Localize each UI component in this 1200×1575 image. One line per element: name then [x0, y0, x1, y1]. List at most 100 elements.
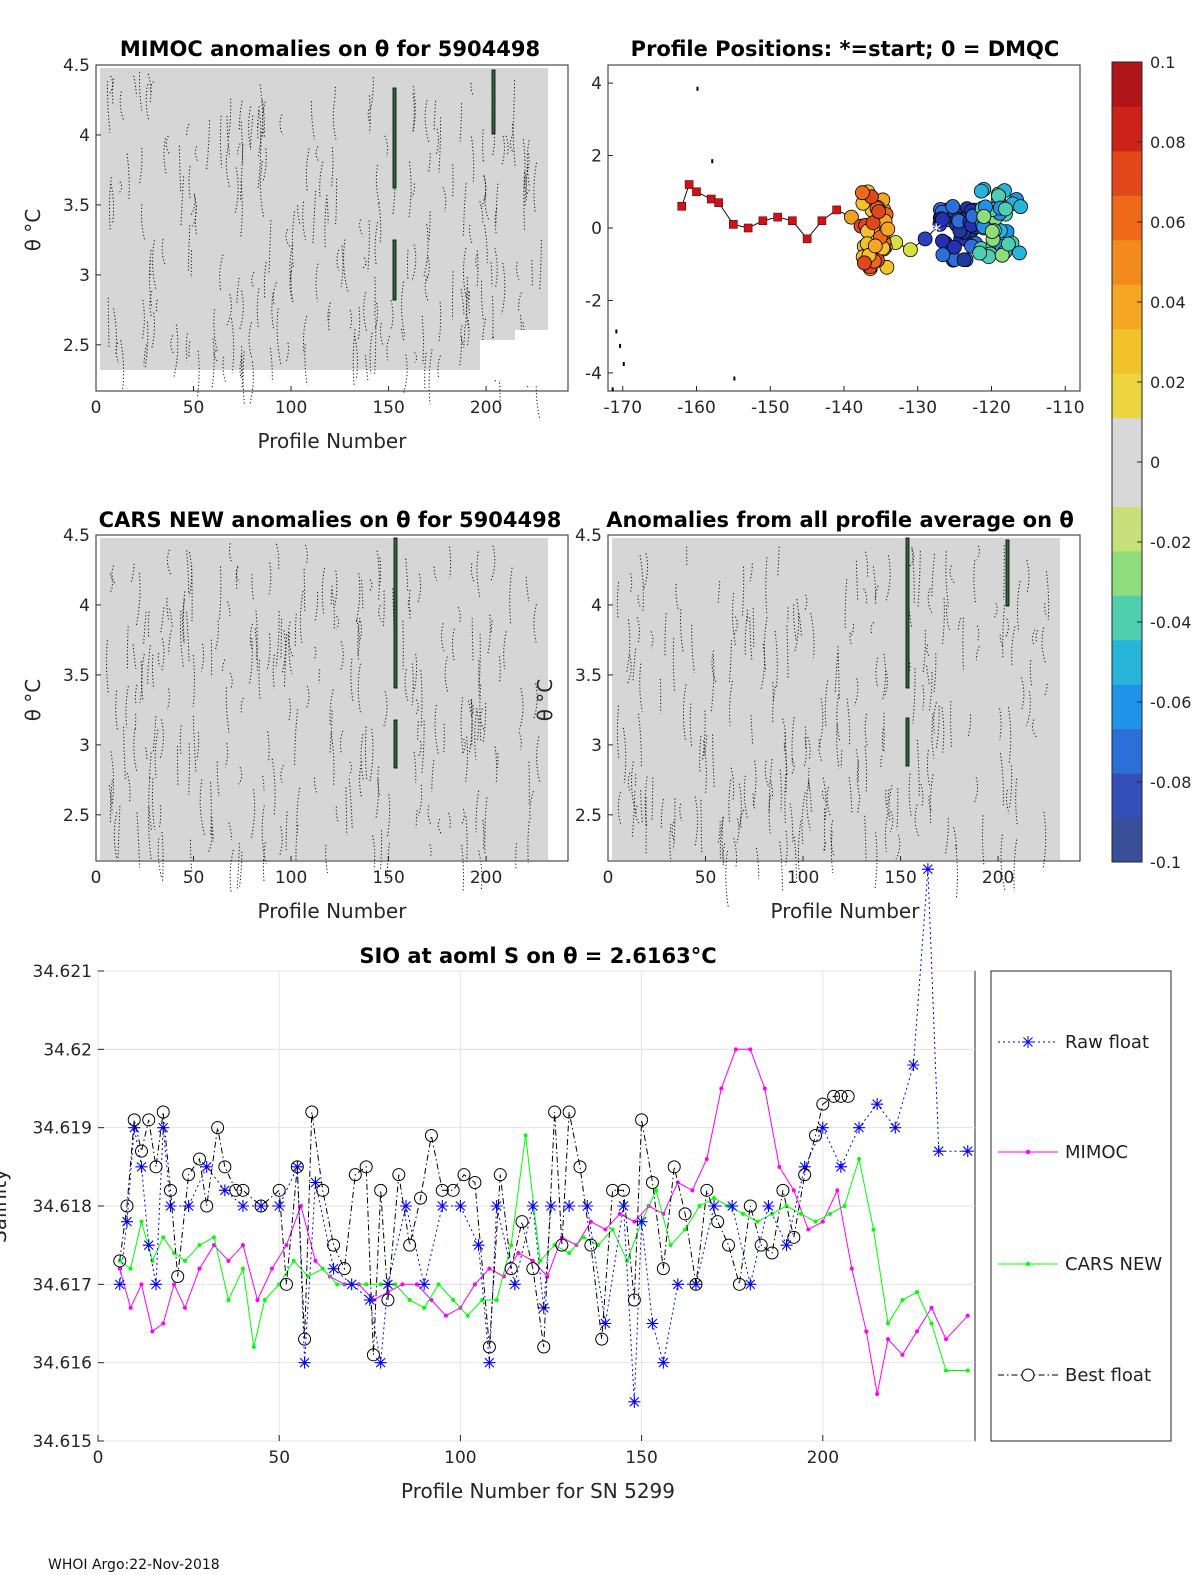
cars-contour — [262, 775, 265, 791]
cars-contour — [218, 566, 222, 620]
cars-contour — [186, 550, 190, 593]
positions-land-speck — [733, 376, 736, 381]
raw-float-point — [142, 1239, 155, 1252]
mimoc-contour — [374, 318, 377, 374]
average-contour — [793, 836, 798, 883]
cars-contour — [490, 545, 496, 582]
mimoc-point — [806, 1227, 811, 1232]
average-contour — [929, 671, 933, 711]
positions-ytick-label: -2 — [585, 291, 602, 311]
best-float-point — [348, 1168, 362, 1182]
cars-contour — [303, 568, 306, 612]
average-contour — [791, 758, 795, 774]
average-contour — [764, 760, 770, 787]
average-contour — [836, 724, 840, 769]
salinity-ytick-label: 34.619 — [33, 1119, 92, 1139]
average-contour — [920, 783, 924, 807]
colorbar-band — [1112, 595, 1142, 641]
mimoc-contour — [492, 336, 495, 350]
average-contour — [680, 609, 684, 653]
mimoc-contour — [518, 292, 522, 313]
best-float-point — [678, 1207, 692, 1221]
mimoc-contour — [465, 293, 470, 330]
mimoc-point — [197, 1266, 202, 1271]
average-contour — [651, 777, 654, 821]
best-float-point — [689, 1277, 703, 1291]
mimoc-xtick-label: 200 — [470, 398, 502, 418]
best-float-point — [816, 1097, 830, 1111]
mimoc-point — [443, 1313, 448, 1318]
cars-xtick-label: 150 — [372, 868, 404, 888]
mimoc-contour — [539, 240, 542, 290]
mimoc-contour — [225, 144, 230, 187]
best-float-point — [711, 1215, 725, 1229]
cars-new-point — [128, 1266, 133, 1271]
cars-contour — [441, 623, 445, 652]
cars-contour — [304, 544, 308, 566]
legend-cars-new-marker — [1025, 1261, 1031, 1267]
mimoc-point — [835, 1188, 840, 1193]
average-contour — [822, 777, 827, 821]
cars-contour — [469, 700, 473, 753]
average-ytick-label: 3.5 — [575, 666, 602, 686]
best-float-point — [414, 1191, 428, 1205]
salinity-axes: 0 50 100 150 200 34.615 34.616 34.617 34.618 34.6… — [33, 962, 840, 1468]
cars-contour — [369, 579, 373, 592]
average-contour — [806, 782, 812, 831]
average-contour — [768, 759, 773, 813]
average-contour — [911, 547, 915, 603]
average-contour — [702, 710, 706, 761]
average-title: Anomalies from all profile average on θ — [606, 508, 1074, 532]
average-contour — [744, 615, 748, 657]
cars-new-point — [886, 1321, 891, 1326]
positions-point — [917, 231, 933, 247]
mimoc-contour — [469, 224, 473, 244]
cars-new-point — [335, 1282, 340, 1287]
cars-contour — [106, 640, 110, 695]
cars-contour — [255, 610, 258, 660]
cars-contour — [143, 611, 147, 646]
mimoc-point — [400, 1282, 405, 1287]
cars-contour — [413, 653, 418, 692]
cars-contour — [329, 710, 333, 753]
best-float-point — [537, 1340, 551, 1354]
positions-point — [1000, 236, 1016, 252]
raw-float-point — [635, 1215, 648, 1228]
mimoc-point — [128, 1305, 133, 1310]
cars-contour — [509, 567, 513, 625]
mimoc-contour — [403, 354, 408, 393]
mimoc-contour — [151, 312, 155, 349]
average-contour — [1013, 839, 1018, 891]
cars-contour — [479, 684, 482, 742]
legend-mimoc-marker — [1025, 1149, 1031, 1155]
cars-contour — [167, 549, 172, 576]
best-float-point — [457, 1168, 471, 1182]
raw-float-point — [436, 1200, 449, 1212]
mimoc-contour — [106, 81, 111, 133]
mimoc-contour — [237, 143, 241, 155]
mimoc-contour — [367, 220, 370, 272]
mimoc-contour — [173, 324, 179, 378]
cars-contour — [266, 633, 271, 672]
cars-contour — [329, 689, 334, 725]
colorbar-band — [1112, 684, 1142, 730]
mimoc-contour — [302, 201, 306, 240]
best-float-point — [327, 1238, 341, 1252]
salinity-ytick-label: 34.617 — [33, 1275, 92, 1295]
mimoc-contour — [279, 114, 283, 135]
legend-raw-float-marker — [1022, 1036, 1034, 1048]
legend: Raw float MIMOC CARS NEW Best float — [998, 1032, 1162, 1386]
mimoc-contour — [261, 100, 265, 134]
positions-panel: Profile Positions: *=start; 0 = DMQC * -… — [585, 37, 1085, 418]
raw-float-point — [418, 1278, 431, 1291]
positions-land-speck — [615, 329, 618, 334]
mimoc-panel: MIMOC anomalies on θ for 5904498 0 50 100 1… — [21, 37, 569, 453]
best-float-point — [381, 1293, 395, 1307]
mimoc-contour — [437, 355, 441, 379]
average-contour — [779, 841, 783, 893]
cars-contour — [372, 835, 376, 870]
average-contour — [864, 815, 867, 863]
average-ytick-label: 2.5 — [575, 806, 602, 826]
average-anomaly-spike — [905, 537, 910, 689]
cars-new-point — [422, 1305, 427, 1310]
